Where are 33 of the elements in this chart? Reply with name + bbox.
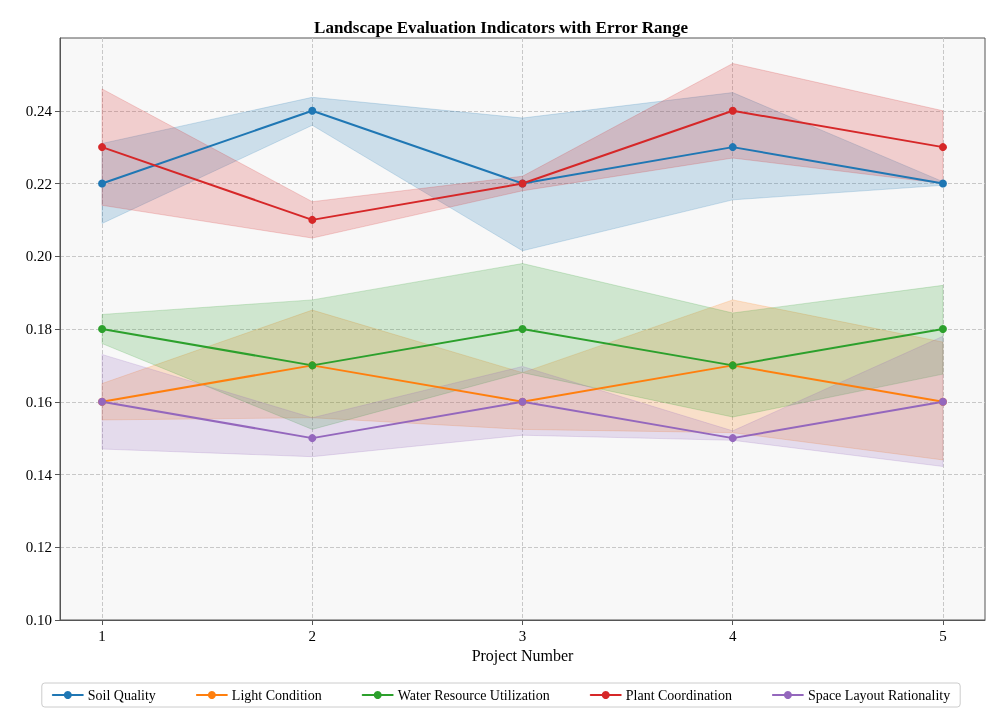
chart-title: Landscape Evaluation Indicators with Error Range — [314, 18, 689, 37]
point — [518, 325, 527, 333]
y-tick-label: 0.22 — [25, 175, 52, 192]
point — [98, 325, 107, 333]
y-tick-label: 0.20 — [25, 248, 52, 265]
point — [308, 434, 317, 443]
legend-label: Soil Quality — [87, 687, 156, 703]
point — [938, 325, 947, 333]
y-tick-label: 0.24 — [25, 102, 53, 119]
point — [938, 179, 947, 188]
x-tick-label: 5 — [939, 627, 947, 644]
x-tick-label: 3 — [518, 627, 527, 644]
legend-label: Light Condition — [231, 687, 322, 703]
point — [938, 143, 947, 152]
y-tick-label: 0.10 — [25, 612, 52, 628]
x-tick-label: 1 — [98, 627, 106, 644]
point — [728, 434, 737, 443]
x-axis-title: Project Number — [471, 647, 575, 666]
point — [728, 143, 737, 152]
y-tick-label: 0.12 — [25, 539, 52, 556]
y-tick-label: 0.18 — [25, 321, 52, 337]
y-tick-label: 0.14 — [25, 466, 53, 483]
x-tick-label: 2 — [308, 627, 317, 644]
legend-label: Water Resource Utilization — [397, 687, 550, 703]
point — [308, 106, 317, 115]
point — [98, 179, 107, 188]
point — [98, 143, 107, 152]
legend-label: Plant Coordination — [625, 687, 732, 703]
x-tick-label: 4 — [728, 627, 737, 644]
point — [728, 106, 737, 115]
point — [308, 215, 317, 224]
legend-label: Space Layout Rationality — [807, 687, 951, 703]
y-tick-label: 0.16 — [25, 393, 53, 410]
